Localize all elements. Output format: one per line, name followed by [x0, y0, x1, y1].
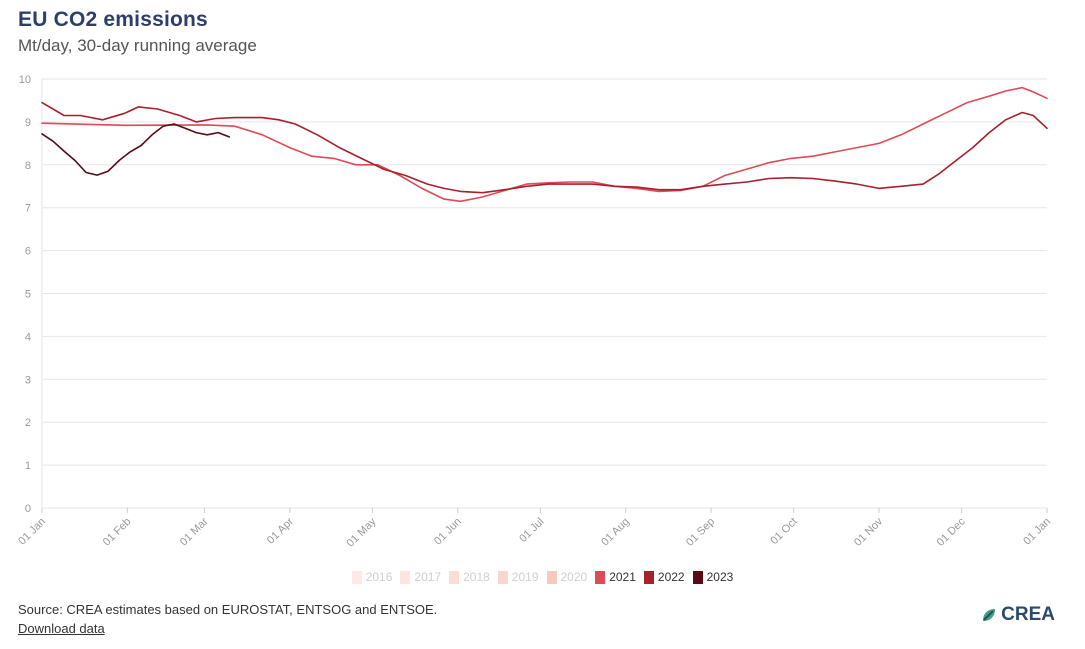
- legend-item-2022[interactable]: 2022: [643, 570, 685, 584]
- legend-swatch: [497, 570, 508, 584]
- y-tick-label: 0: [25, 503, 31, 515]
- x-tick-label: 01 Sep: [684, 516, 717, 549]
- legend-swatch: [595, 570, 606, 584]
- x-tick-label: 01 Dec: [935, 515, 968, 548]
- x-tick-label: 01 Aug: [599, 516, 632, 549]
- crea-leaf-icon: [983, 609, 996, 621]
- legend-label: 2023: [706, 570, 734, 584]
- legend-swatch: [351, 570, 362, 584]
- x-tick-label: 01 Jun: [432, 516, 464, 548]
- series-line-2022: [41, 101, 1048, 194]
- y-tick-label: 2: [25, 417, 31, 429]
- x-tick-label: 01 Apr: [265, 515, 296, 546]
- x-tick-label: 01 Jan: [16, 516, 48, 548]
- y-tick-label: 8: [25, 160, 31, 172]
- x-tick-label: 01 Jul: [517, 516, 546, 545]
- source-note: Source: CREA estimates based on EUROSTAT…: [18, 602, 438, 617]
- legend-item-2019[interactable]: 2019: [497, 570, 539, 584]
- legend-swatch: [692, 570, 703, 584]
- legend-label: 2016: [365, 570, 393, 584]
- crea-logo: CREA: [980, 604, 1055, 626]
- chart-subtitle: Mt/day, 30-day running average: [18, 36, 257, 55]
- brand-name: CREA: [1001, 604, 1055, 625]
- series-line-2023: [41, 123, 230, 176]
- legend-label: 2022: [657, 570, 685, 584]
- download-data-link[interactable]: Download data: [18, 621, 105, 636]
- legend-label: 2020: [560, 570, 588, 584]
- legend-label: 2019: [511, 570, 539, 584]
- y-tick-label: 6: [25, 246, 31, 258]
- x-tick-label: 01 Jan: [1021, 516, 1053, 548]
- legend-label: 2017: [414, 570, 442, 584]
- chart-title: EU CO2 emissions: [18, 8, 208, 31]
- legend-label: 2021: [609, 570, 636, 584]
- line-chart: 0 1 2 3 4 5 6 7 8 9 10 01 Jan 01 Feb 01 Mar 01 Apr 01 …: [16, 74, 1053, 550]
- x-tick-label: 01 Mar: [178, 515, 211, 548]
- legend-swatch: [400, 570, 411, 584]
- y-tick-label: 1: [25, 460, 31, 472]
- legend-item-2023[interactable]: 2023: [692, 570, 734, 584]
- chart-legend: 2016 2017 2018 2019 2020 2021 2022 2023: [0, 570, 1085, 584]
- x-tick-label: 01 Feb: [101, 516, 134, 549]
- x-tick-label: 01 Nov: [852, 515, 885, 548]
- x-tick-label: 01 May: [345, 515, 379, 549]
- x-tick-label: 01 Oct: [768, 516, 799, 547]
- y-tick-label: 4: [25, 331, 31, 343]
- legend-swatch: [449, 570, 460, 584]
- legend-item-2020[interactable]: 2020: [546, 570, 588, 584]
- y-tick-label: 7: [25, 203, 31, 215]
- legend-item-2018[interactable]: 2018: [449, 570, 490, 584]
- legend-label: 2018: [463, 570, 490, 584]
- legend-swatch: [643, 570, 654, 584]
- legend-item-2021[interactable]: 2021: [595, 570, 636, 584]
- y-tick-label: 10: [19, 74, 31, 86]
- legend-item-2017[interactable]: 2017: [400, 570, 441, 584]
- legend-swatch: [546, 570, 557, 584]
- legend-item-2016[interactable]: 2016: [351, 570, 393, 584]
- y-tick-label: 5: [25, 289, 31, 301]
- y-tick-label: 3: [25, 374, 31, 386]
- y-tick-label: 9: [25, 117, 31, 129]
